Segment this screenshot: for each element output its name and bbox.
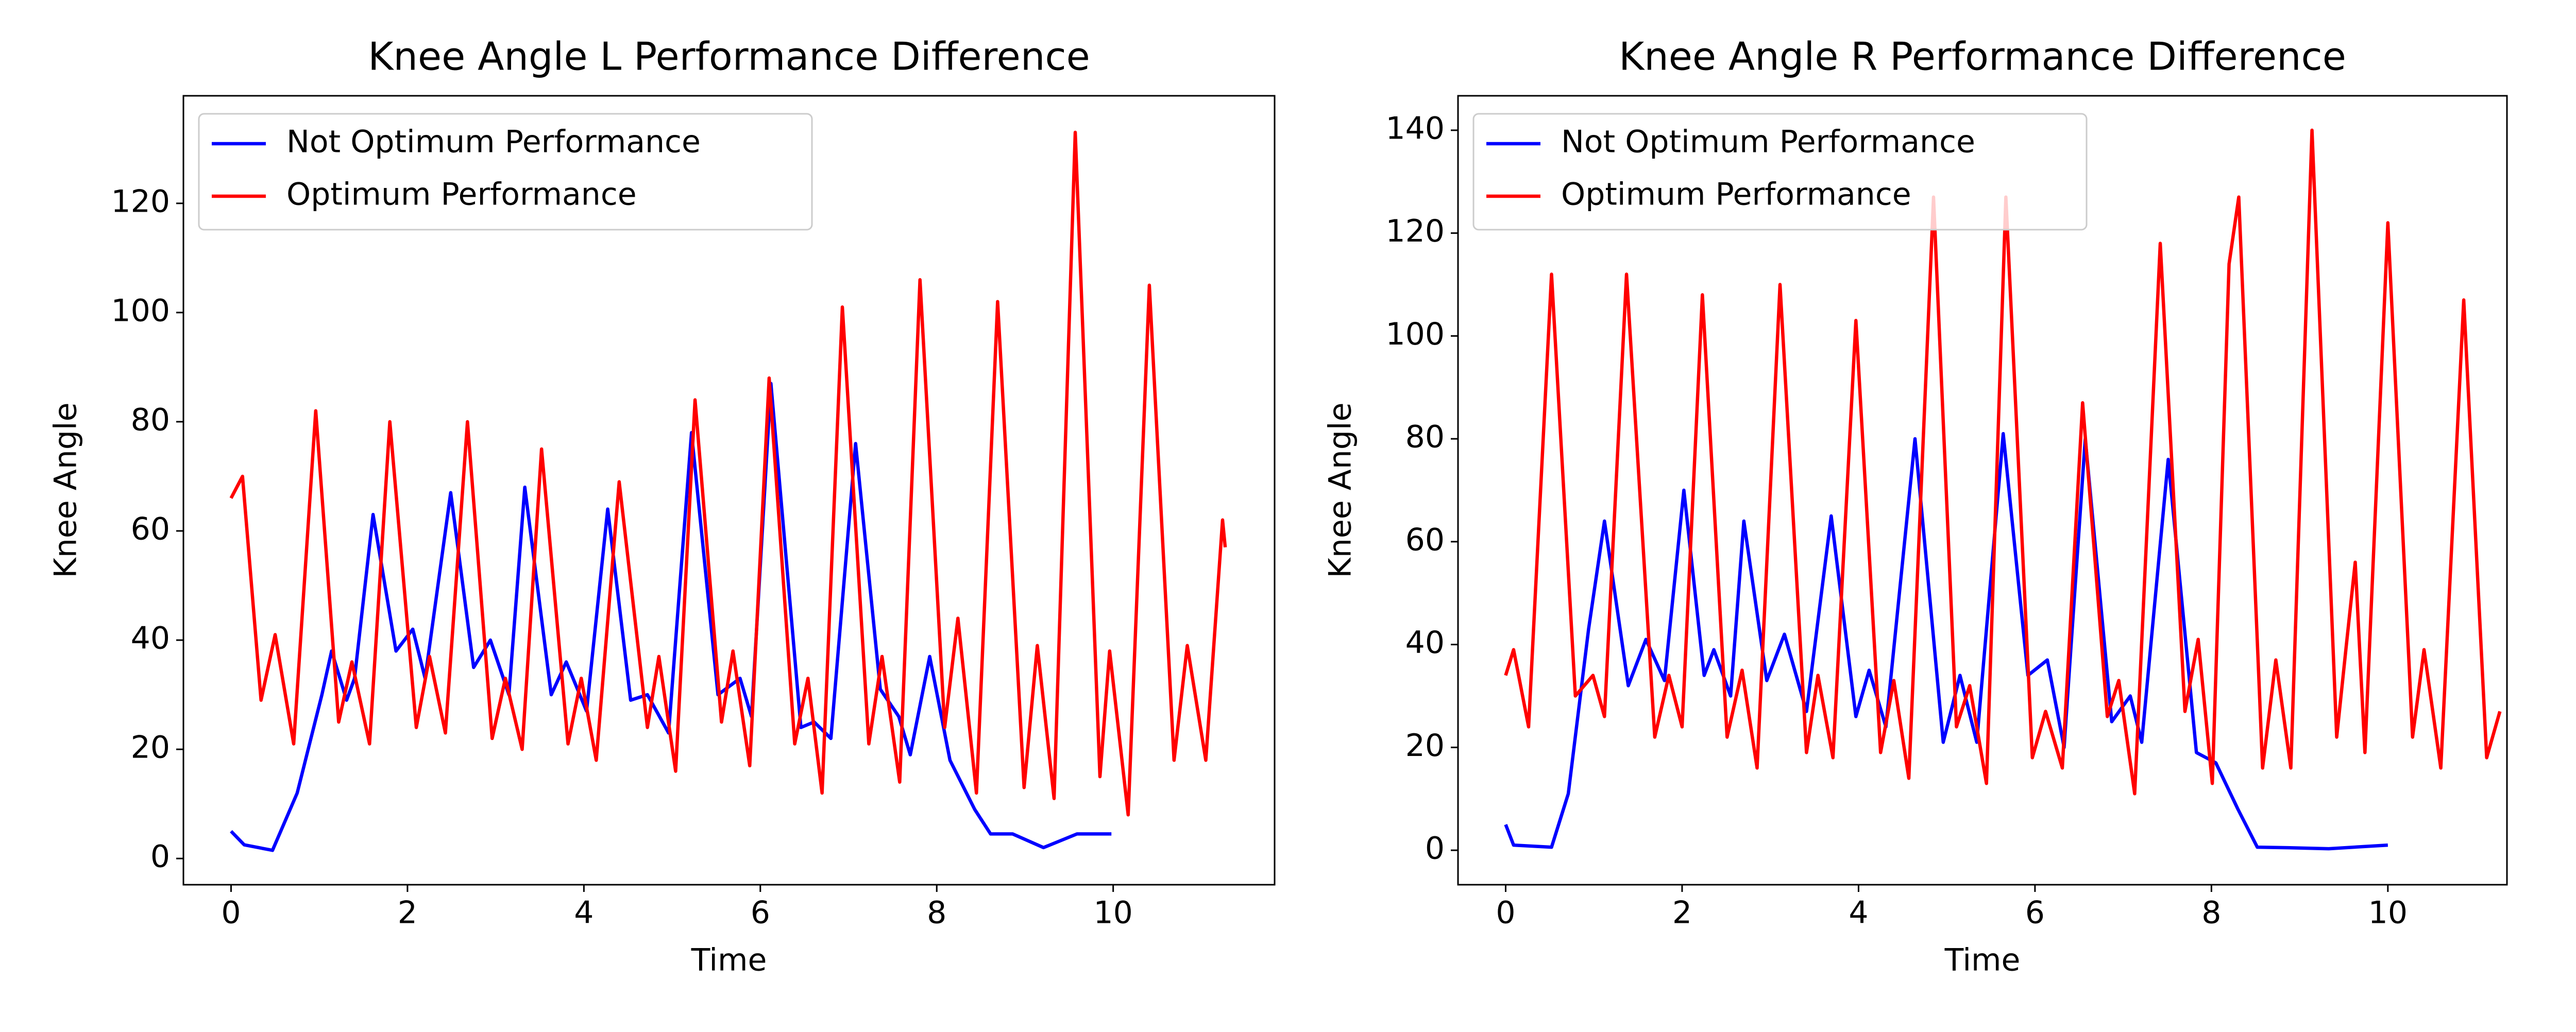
y-tick-label: 120	[111, 183, 170, 219]
x-tick-label: 4	[574, 895, 594, 931]
y-tick-label: 0	[150, 839, 170, 875]
y-tick-label: 100	[111, 293, 170, 329]
x-tick-label: 4	[1849, 895, 1868, 931]
y-tick-label: 120	[1385, 213, 1445, 249]
data-line	[230, 382, 1112, 852]
chart-title: Knee Angle L Performance Difference	[368, 34, 1090, 79]
x-tick-label: 2	[1672, 895, 1692, 931]
data-line	[229, 130, 1227, 817]
legend-label: Optimum Performance	[1561, 177, 1911, 213]
legend: Not Optimum Performance Optimum Performan…	[1472, 113, 2088, 231]
y-axis-label: Knee Angle	[1323, 402, 1359, 578]
legend: Not Optimum Performance Optimum Performan…	[198, 113, 813, 231]
y-tick-label: 60	[1405, 522, 1445, 558]
x-tick-label: 8	[927, 895, 946, 931]
x-tick-label: 2	[398, 895, 417, 931]
plot-area	[229, 130, 1227, 852]
x-tick-label: 6	[751, 895, 770, 931]
x-tick-label: 0	[1496, 895, 1515, 931]
y-tick-label: 0	[1425, 831, 1445, 867]
x-tick-label: 10	[1093, 895, 1132, 931]
y-tick-label: 40	[131, 621, 170, 657]
y-tick-label: 80	[131, 402, 170, 438]
axes-frame	[1457, 95, 2508, 886]
legend-label: Not Optimum Performance	[1561, 124, 1975, 160]
legend-label: Optimum Performance	[286, 177, 637, 213]
plot-area	[1504, 128, 2502, 851]
axes-frame	[182, 95, 1276, 886]
y-tick-label: 20	[131, 730, 170, 766]
y-tick-label: 20	[1405, 728, 1445, 764]
x-axis-label: Time	[691, 942, 767, 978]
y-tick-label: 100	[1385, 316, 1445, 352]
chart-title: Knee Angle R Performance Difference	[1619, 34, 2346, 79]
x-tick-label: 6	[2025, 895, 2045, 931]
y-tick-label: 60	[131, 511, 170, 547]
x-tick-label: 8	[2201, 895, 2221, 931]
x-tick-label: 0	[221, 895, 241, 931]
legend-box	[1472, 113, 2088, 231]
y-tick-label: 80	[1405, 419, 1445, 455]
x-tick-label: 10	[2368, 895, 2408, 931]
y-axis-label: Knee Angle	[48, 402, 84, 578]
legend-label: Not Optimum Performance	[286, 124, 701, 160]
y-tick-label: 140	[1385, 111, 1445, 147]
x-axis-label: Time	[1944, 942, 2021, 978]
data-line	[1504, 128, 2502, 796]
chart: Knee Angle L Performance Difference02040…	[48, 34, 1276, 978]
chart: Knee Angle R Performance Difference02040…	[1323, 34, 2508, 978]
y-tick-label: 40	[1405, 625, 1445, 661]
legend-box	[198, 113, 813, 231]
